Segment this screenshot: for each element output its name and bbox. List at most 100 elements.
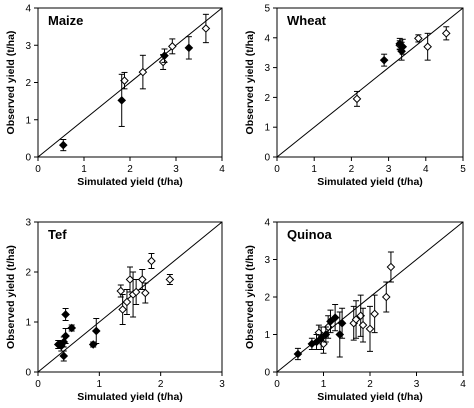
x-tick-label: 0 bbox=[35, 164, 41, 175]
data-point-filled bbox=[184, 43, 194, 53]
x-tick-label: 4 bbox=[219, 164, 225, 175]
data-point-open bbox=[370, 309, 379, 319]
y-axis-title: Observed yield (t/ha) bbox=[5, 31, 17, 135]
data-point-filled bbox=[117, 96, 127, 105]
y-tick-label: 3 bbox=[264, 255, 270, 266]
y-tick-label: 0 bbox=[25, 368, 31, 379]
y-tick-label: 1 bbox=[264, 330, 270, 341]
y-tick-label: 0 bbox=[264, 368, 270, 379]
reference-line bbox=[276, 221, 464, 373]
x-tick-label: 3 bbox=[219, 379, 225, 390]
data-point-open bbox=[118, 305, 127, 314]
data-point-open bbox=[141, 288, 150, 298]
x-axis-title: Simulated yield (t/ha) bbox=[317, 176, 423, 188]
y-tick-label: 0 bbox=[264, 153, 270, 164]
x-tick-label: 4 bbox=[460, 379, 466, 390]
x-tick-label: 2 bbox=[127, 164, 133, 175]
reference-line bbox=[276, 7, 464, 158]
y-tick-label: 2 bbox=[25, 78, 31, 89]
data-point-filled bbox=[61, 310, 70, 319]
data-point-open bbox=[352, 94, 362, 104]
plot-frame bbox=[276, 7, 464, 158]
y-axis-title: Observed yield (t/ha) bbox=[5, 245, 17, 349]
y-axis-title: Observed yield (t/ha) bbox=[244, 245, 256, 349]
x-tick-label: 5 bbox=[460, 164, 466, 175]
x-tick-label: 2 bbox=[158, 379, 164, 390]
x-tick-label: 0 bbox=[274, 379, 280, 390]
y-tick-label: 5 bbox=[264, 4, 270, 15]
data-point-open bbox=[358, 320, 368, 330]
y-tick-label: 1 bbox=[264, 123, 270, 134]
x-tick-label: 2 bbox=[349, 164, 355, 175]
y-tick-label: 2 bbox=[264, 293, 270, 304]
x-tick-label: 1 bbox=[97, 379, 103, 390]
y-tick-label: 4 bbox=[264, 218, 270, 229]
panel-title: Maize bbox=[48, 13, 83, 28]
x-axis-title: Simulated yield (t/ha) bbox=[317, 391, 423, 403]
y-tick-label: 0 bbox=[25, 153, 31, 164]
x-tick-label: 1 bbox=[311, 164, 317, 175]
data-point-open bbox=[138, 67, 148, 77]
y-tick-label: 3 bbox=[25, 218, 31, 229]
y-tick-label: 4 bbox=[25, 4, 31, 15]
y-tick-label: 1 bbox=[25, 115, 31, 126]
data-point-open bbox=[122, 297, 132, 307]
data-point-open bbox=[147, 256, 156, 266]
chart-panel: 0 1 2 3 4 0 1 2 3 4 Quinoa Simulated yield (t/ha) Ob… bbox=[244, 218, 466, 404]
data-point-open bbox=[414, 34, 423, 43]
x-axis-title: Simulated yield (t/ha) bbox=[77, 391, 183, 403]
panel-title: Quinoa bbox=[287, 227, 333, 242]
data-point-open bbox=[116, 286, 126, 296]
y-tick-label: 1 bbox=[25, 318, 31, 329]
x-tick-label: 3 bbox=[414, 379, 420, 390]
x-tick-label: 1 bbox=[321, 379, 327, 390]
data-point-filled bbox=[59, 351, 69, 361]
x-tick-label: 3 bbox=[386, 164, 392, 175]
data-point-filled bbox=[293, 349, 303, 359]
data-point-open bbox=[365, 324, 375, 334]
data-point-open bbox=[423, 42, 432, 52]
chart-panel: 0 1 2 3 0 1 2 3 Tef Simulated yield (t/ha) Observe… bbox=[5, 218, 225, 404]
data-point-open bbox=[201, 24, 211, 33]
x-axis-title: Simulated yield (t/ha) bbox=[77, 176, 183, 188]
x-tick-label: 0 bbox=[35, 379, 41, 390]
x-tick-label: 4 bbox=[423, 164, 429, 175]
plot-frame bbox=[37, 221, 223, 373]
data-point-filled bbox=[160, 51, 169, 60]
data-point-filled bbox=[91, 326, 101, 336]
chart-panel: 0 1 2 3 4 5 0 1 2 3 4 5 Wheat Simulated yield (t/ha) O… bbox=[244, 4, 466, 189]
panel-title: Wheat bbox=[287, 13, 327, 28]
reference-line bbox=[37, 7, 223, 158]
y-tick-label: 3 bbox=[264, 63, 270, 74]
data-point-open bbox=[351, 315, 361, 324]
y-tick-label: 2 bbox=[25, 268, 31, 279]
data-point-open bbox=[386, 262, 396, 272]
data-point-filled bbox=[398, 42, 408, 52]
data-point-filled bbox=[337, 318, 347, 328]
data-point-filled bbox=[316, 333, 326, 343]
data-point-filled bbox=[312, 337, 321, 347]
chart-panel: 0 1 2 3 4 0 1 2 3 4 Maize Simulated yield (t/ha) Obs… bbox=[5, 4, 225, 189]
data-point-filled bbox=[326, 317, 335, 326]
data-point-open bbox=[131, 287, 141, 297]
data-point-filled bbox=[61, 331, 70, 341]
panel-title: Tef bbox=[48, 227, 67, 242]
x-tick-label: 3 bbox=[173, 164, 179, 175]
data-point-open bbox=[137, 275, 147, 284]
data-point-open bbox=[165, 275, 175, 284]
y-tick-label: 2 bbox=[264, 93, 270, 104]
x-tick-label: 0 bbox=[274, 164, 280, 175]
data-point-open bbox=[381, 292, 391, 302]
data-point-open bbox=[125, 275, 135, 284]
data-point-open bbox=[168, 42, 177, 51]
reference-line bbox=[37, 221, 223, 373]
y-tick-label: 3 bbox=[25, 41, 31, 52]
x-tick-label: 2 bbox=[367, 379, 373, 390]
x-tick-label: 1 bbox=[81, 164, 87, 175]
data-point-filled bbox=[330, 313, 340, 322]
data-point-filled bbox=[58, 140, 68, 150]
data-point-open bbox=[441, 29, 451, 38]
data-point-filled bbox=[379, 55, 389, 65]
data-point-filled bbox=[67, 323, 77, 333]
